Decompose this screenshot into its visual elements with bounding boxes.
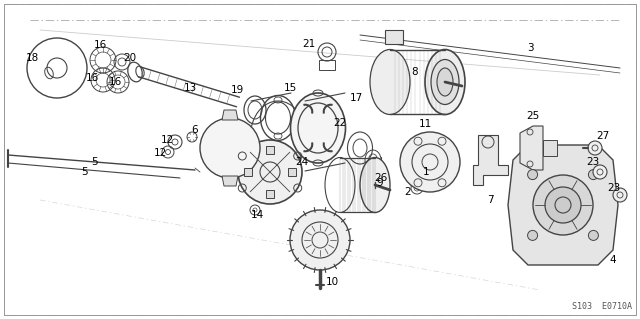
- Text: 12: 12: [161, 135, 173, 145]
- Circle shape: [527, 170, 538, 180]
- Text: 16: 16: [85, 73, 99, 83]
- Text: 6: 6: [192, 125, 198, 135]
- Text: 17: 17: [349, 93, 363, 103]
- Circle shape: [200, 118, 260, 178]
- Text: 5: 5: [92, 157, 99, 167]
- Text: 8: 8: [412, 67, 419, 77]
- Text: 23: 23: [586, 157, 600, 167]
- Text: 27: 27: [596, 131, 610, 141]
- Bar: [385, 30, 403, 44]
- Text: 24: 24: [296, 157, 308, 167]
- Circle shape: [527, 230, 538, 241]
- Text: 26: 26: [374, 173, 388, 183]
- Text: 2: 2: [404, 187, 412, 197]
- Ellipse shape: [291, 93, 346, 163]
- Circle shape: [533, 175, 593, 235]
- Text: 12: 12: [154, 148, 166, 158]
- Polygon shape: [473, 135, 508, 185]
- Text: 21: 21: [302, 39, 316, 49]
- Bar: [266, 190, 274, 198]
- Text: 18: 18: [26, 53, 38, 63]
- Text: 22: 22: [333, 118, 347, 128]
- Ellipse shape: [425, 49, 465, 115]
- Text: 23: 23: [607, 183, 621, 193]
- Bar: [266, 146, 274, 154]
- Bar: [288, 168, 296, 176]
- Ellipse shape: [431, 60, 459, 105]
- Text: 14: 14: [250, 210, 264, 220]
- Circle shape: [613, 188, 627, 202]
- Bar: [543, 140, 557, 156]
- Text: 10: 10: [325, 277, 339, 287]
- Circle shape: [588, 170, 598, 180]
- Bar: [244, 168, 252, 176]
- Text: 13: 13: [184, 83, 196, 93]
- Polygon shape: [508, 145, 618, 265]
- Circle shape: [593, 165, 607, 179]
- Circle shape: [400, 132, 460, 192]
- Text: 3: 3: [527, 43, 533, 53]
- Text: 11: 11: [419, 119, 431, 129]
- Text: 19: 19: [230, 85, 244, 95]
- Ellipse shape: [370, 49, 410, 115]
- Text: S103  E0710A: S103 E0710A: [572, 302, 632, 311]
- Circle shape: [545, 187, 581, 223]
- Text: 1: 1: [422, 167, 429, 177]
- Polygon shape: [520, 126, 543, 170]
- Text: 7: 7: [486, 195, 493, 205]
- Text: 20: 20: [124, 53, 136, 63]
- Circle shape: [290, 210, 350, 270]
- Circle shape: [238, 140, 302, 204]
- Text: 16: 16: [93, 40, 107, 50]
- Text: 16: 16: [108, 77, 122, 87]
- Text: 25: 25: [526, 111, 540, 121]
- Ellipse shape: [360, 158, 390, 212]
- Bar: [319, 60, 335, 70]
- Ellipse shape: [437, 68, 453, 96]
- Polygon shape: [222, 110, 238, 120]
- Text: 15: 15: [284, 83, 296, 93]
- Circle shape: [588, 141, 602, 155]
- Text: 4: 4: [610, 255, 616, 265]
- Circle shape: [588, 230, 598, 241]
- Polygon shape: [222, 176, 238, 186]
- Text: 5: 5: [82, 167, 88, 177]
- Text: 9: 9: [377, 178, 383, 188]
